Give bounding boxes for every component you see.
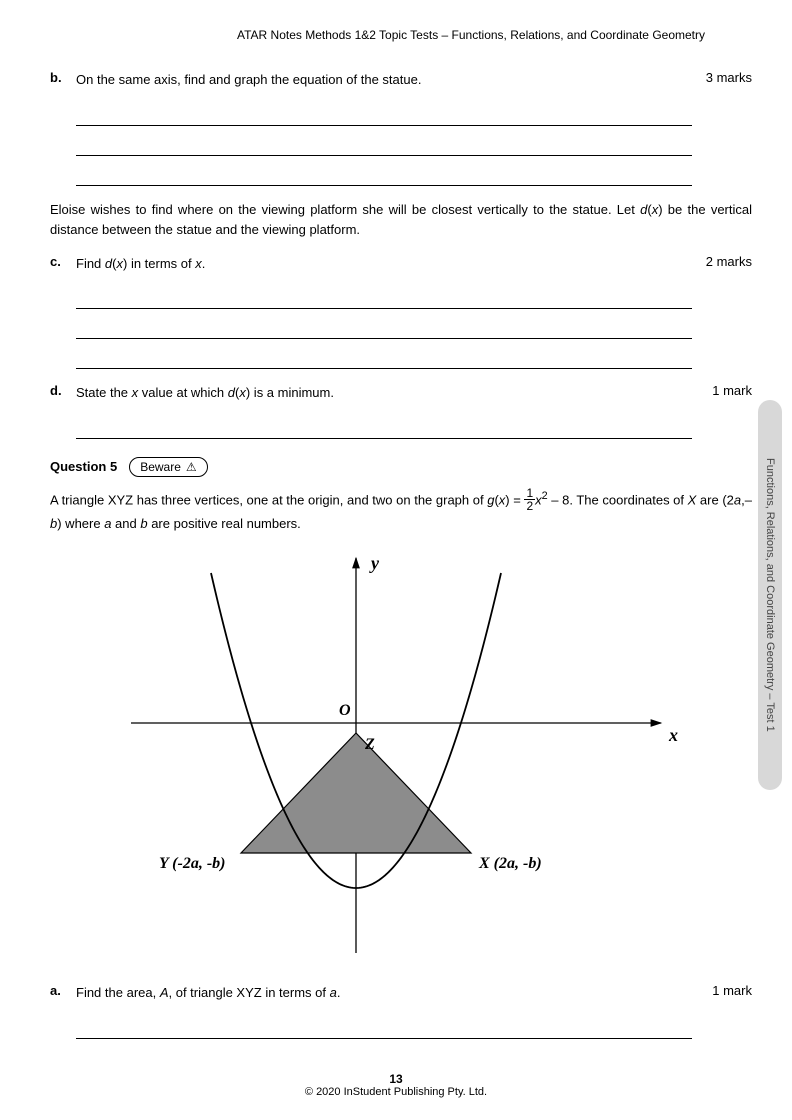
context-part1: Eloise wishes to find where on the viewi…	[50, 202, 640, 217]
a-a-var: a	[330, 985, 337, 1000]
question-a-label: a.	[50, 983, 76, 998]
answer-line[interactable]	[76, 126, 692, 156]
svg-text:O: O	[339, 702, 351, 719]
q5-intro-5: ) where	[57, 516, 104, 531]
context-d-var: d	[640, 202, 647, 217]
c-text2: in terms of	[127, 256, 195, 271]
svg-text:Z: Z	[364, 736, 375, 753]
question-a-text: Find the area, A, of triangle XYZ in ter…	[76, 983, 692, 1003]
c-x-var2: x	[195, 256, 202, 271]
d-text3: is a minimum.	[250, 385, 334, 400]
d-text2: value at which	[138, 385, 228, 400]
svg-text:y: y	[369, 553, 380, 573]
question-a-marks: 1 mark	[692, 983, 752, 998]
q5-g-var: g	[487, 492, 494, 507]
question-c-answer-area[interactable]	[76, 279, 692, 369]
question-b-answer-area[interactable]	[76, 96, 692, 186]
side-tab: Functions, Relations, and Coordinate Geo…	[758, 400, 782, 790]
answer-line[interactable]	[76, 409, 692, 439]
page-number: 13	[0, 1072, 792, 1086]
q5-intro-7: are positive real numbers.	[148, 516, 301, 531]
page-header: ATAR Notes Methods 1&2 Topic Tests – Fun…	[190, 28, 752, 42]
question-c-row: c. Find d(x) in terms of x. 2 marks	[50, 254, 752, 274]
parabola-graph: y x OZ Y (-2a, -b) X (2a, -b)	[121, 543, 681, 963]
question-5-intro: A triangle XYZ has three vertices, one a…	[50, 487, 752, 535]
q5-intro-4: ,–	[741, 492, 752, 507]
question-d-row: d. State the x value at which d(x) is a …	[50, 383, 752, 403]
c-text1: Find	[76, 256, 105, 271]
question-a-row: a. Find the area, A, of triangle XYZ in …	[50, 983, 752, 1003]
question-d-answer-area[interactable]	[76, 409, 692, 439]
question-d-text: State the x value at which d(x) is a min…	[76, 383, 692, 403]
question-a-answer-area[interactable]	[76, 1009, 692, 1039]
question-c-marks: 2 marks	[692, 254, 752, 269]
q5-b-var2: b	[140, 516, 147, 531]
warning-icon: ⚠	[186, 460, 197, 474]
question-5-header: Question 5 Beware ⚠	[50, 457, 752, 477]
q5-x-var: x	[499, 492, 506, 507]
answer-line[interactable]	[76, 156, 692, 186]
beware-badge: Beware ⚠	[129, 457, 207, 477]
fraction: 12	[524, 487, 535, 512]
question-b-text: On the same axis, find and graph the equ…	[76, 70, 692, 90]
question-c-text: Find d(x) in terms of x.	[76, 254, 692, 274]
answer-line[interactable]	[76, 279, 692, 309]
question-b-row: b. On the same axis, find and graph the …	[50, 70, 752, 90]
page-footer: 13 © 2020 InStudent Publishing Pty. Ltd.	[0, 1072, 792, 1098]
beware-label: Beware	[140, 460, 181, 474]
question-5-title: Question 5	[50, 459, 117, 474]
answer-line[interactable]	[76, 309, 692, 339]
q5-intro-1: A triangle XYZ has three vertices, one a…	[50, 492, 487, 507]
copyright: © 2020 InStudent Publishing Pty. Ltd.	[0, 1086, 792, 1098]
answer-line[interactable]	[76, 339, 692, 369]
svg-text:x: x	[668, 725, 678, 745]
q5-X-var: X	[688, 492, 697, 507]
c-d-var: d	[105, 256, 112, 271]
q5-intro-3: are (2	[696, 492, 734, 507]
context-text: Eloise wishes to find where on the viewi…	[50, 200, 752, 240]
d-x-var2: x	[239, 385, 246, 400]
svg-text:X (2a, -b): X (2a, -b)	[478, 855, 542, 872]
a-text1: Find the area,	[76, 985, 160, 1000]
q5-intro-6: and	[111, 516, 140, 531]
frac-den: 2	[524, 500, 535, 512]
question-d-label: d.	[50, 383, 76, 398]
c-x-var: x	[116, 256, 123, 271]
question-b-label: b.	[50, 70, 76, 85]
d-d-var: d	[228, 385, 235, 400]
context-x-var: x	[652, 202, 659, 217]
a-A-var: A	[160, 985, 169, 1000]
q5-intro-2: – 8. The coordinates of	[548, 492, 688, 507]
answer-line[interactable]	[76, 1009, 692, 1039]
question-c-label: c.	[50, 254, 76, 269]
question-d-marks: 1 mark	[692, 383, 752, 398]
answer-line[interactable]	[76, 96, 692, 126]
question-b-marks: 3 marks	[692, 70, 752, 85]
d-text1: State the	[76, 385, 132, 400]
a-text2: , of triangle XYZ in terms of	[169, 985, 330, 1000]
svg-text:Y (-2a, -b): Y (-2a, -b)	[159, 855, 226, 872]
